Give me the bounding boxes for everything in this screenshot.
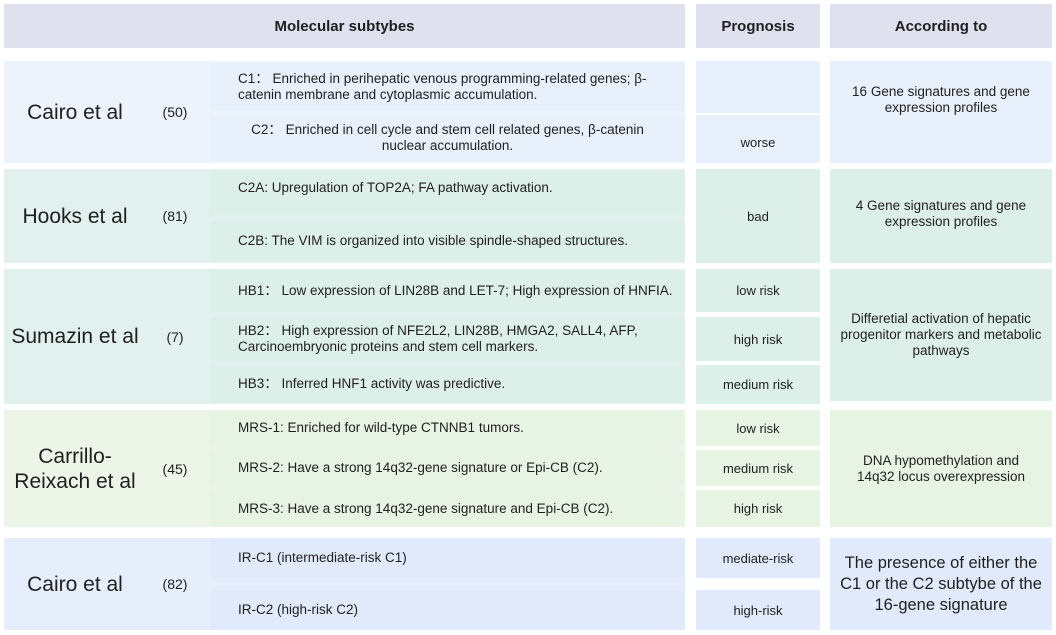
- prognosis-text: low risk: [736, 420, 780, 436]
- reference-cell: (45): [146, 410, 204, 527]
- subtype-text: C2A: Upregulation of TOP2A; FA pathway a…: [238, 180, 553, 195]
- subtype-cell: HB2： High expression of NFE2L2, LIN28B, …: [210, 317, 685, 361]
- prognosis-text: worse: [740, 134, 776, 150]
- author-cell: Sumazin et al: [4, 269, 146, 404]
- subtype-cell: C2B: The VIM is organized into visible s…: [210, 221, 685, 261]
- author-name: Carrillo-Reixach et al: [14, 444, 136, 493]
- author-name: Hooks et al: [22, 204, 128, 228]
- header-molecular-subtypes: Molecular subtybes: [4, 4, 685, 48]
- prognosis-cell: medium risk: [696, 365, 820, 404]
- reference-number: (50): [162, 104, 188, 120]
- subtype-cell: C2： Enriched in cell cycle and stem cell…: [210, 115, 685, 161]
- header-according-to: According to: [830, 4, 1052, 48]
- subtype-cell: C2A: Upregulation of TOP2A; FA pathway a…: [210, 171, 685, 215]
- reference-number: (45): [162, 460, 188, 477]
- subtype-text: C2B: The VIM is organized into visible s…: [238, 233, 628, 248]
- prognosis-text: medium risk: [722, 460, 794, 476]
- subtype-cell: IR-C1 (intermediate-risk C1): [210, 538, 685, 578]
- according-cell: 4 Gene signatures and gene expression pr…: [830, 169, 1052, 263]
- reference-cell: (50): [146, 61, 204, 163]
- subtype-text: HB3： Inferred HNF1 activity was predicti…: [238, 376, 506, 391]
- author-cell: Hooks et al: [4, 169, 146, 263]
- according-text: DNA hypomethylation and 14q32 locus over…: [856, 452, 1026, 484]
- according-cell: 16 Gene signatures and gene expression p…: [830, 61, 1052, 163]
- header-prognosis: Prognosis: [696, 4, 820, 48]
- subtype-text: C1： Enriched in perihepatic venous progr…: [238, 71, 647, 102]
- reference-cell: (82): [146, 538, 204, 630]
- according-cell: The presence of either the C1 or the C2 …: [830, 538, 1052, 630]
- author-cell: Carrillo-Reixach et al: [4, 410, 146, 527]
- reference-number: (7): [166, 328, 184, 345]
- prognosis-cell: low risk: [696, 269, 820, 312]
- subtype-cell: IR-C2 (high-risk C2): [210, 590, 685, 630]
- prognosis-cell: mediate-risk: [696, 538, 820, 578]
- subtype-text: MRS-3: Have a strong 14q32-gene signatur…: [238, 500, 614, 516]
- prognosis-text: high risk: [733, 501, 783, 516]
- prognosis-cell: low risk: [696, 410, 820, 446]
- reference-cell: (7): [146, 269, 204, 404]
- author-name: Cairo et al: [27, 100, 123, 124]
- subtype-cell: MRS-1: Enriched for wild-type CTNNB1 tum…: [210, 410, 685, 446]
- author-cell: Cairo et al: [4, 61, 146, 163]
- author-name: Sumazin et al: [11, 325, 139, 348]
- according-cell: DNA hypomethylation and 14q32 locus over…: [830, 410, 1052, 527]
- reference-cell: (81): [146, 169, 204, 263]
- author-name: Cairo et al: [27, 572, 123, 596]
- header-label: According to: [894, 17, 988, 35]
- prognosis-cell: high risk: [696, 490, 820, 527]
- prognosis-cell: medium risk: [696, 450, 820, 486]
- subtype-cell: MRS-3: Have a strong 14q32-gene signatur…: [210, 490, 685, 527]
- header-label: Prognosis: [721, 17, 795, 35]
- prognosis-text: high risk: [733, 331, 783, 347]
- prognosis-cell: high risk: [696, 317, 820, 361]
- prognosis-text: medium risk: [722, 377, 794, 392]
- prognosis-cell: [696, 61, 820, 113]
- prognosis-text: bad: [747, 208, 769, 224]
- subtype-text: MRS-1: Enriched for wild-type CTNNB1 tum…: [238, 420, 524, 435]
- subtype-cell: HB1： Low expression of LIN28B and LET-7;…: [210, 270, 685, 312]
- subtype-cell: C1： Enriched in perihepatic venous progr…: [210, 63, 685, 111]
- prognosis-cell: worse: [696, 115, 820, 163]
- subtype-text: HB2： High expression of NFE2L2, LIN28B, …: [238, 323, 638, 354]
- according-text: 16 Gene signatures and gene expression p…: [852, 84, 1030, 115]
- according-text: The presence of either the C1 or the C2 …: [840, 553, 1042, 614]
- subtype-cell: MRS-2: Have a strong 14q32-gene signatur…: [210, 450, 685, 486]
- according-text: 4 Gene signatures and gene expression pr…: [855, 198, 1027, 229]
- prognosis-text: low risk: [736, 283, 780, 298]
- prognosis-cell: high-risk: [696, 590, 820, 630]
- subtype-text: C2： Enriched in cell cycle and stem cell…: [251, 122, 644, 153]
- subtype-text: IR-C2 (high-risk C2): [238, 602, 359, 617]
- prognosis-cell: bad: [696, 169, 820, 263]
- according-cell: Differetial activation of hepatic progen…: [830, 269, 1052, 401]
- according-text: Differetial activation of hepatic progen…: [840, 311, 1042, 358]
- subtype-cell: HB3： Inferred HNF1 activity was predicti…: [210, 365, 685, 403]
- subtype-text: IR-C1 (intermediate-risk C1): [238, 550, 407, 565]
- subtype-text: HB1： Low expression of LIN28B and LET-7;…: [238, 283, 673, 298]
- reference-number: (82): [162, 576, 188, 592]
- reference-number: (81): [162, 208, 188, 224]
- prognosis-text: high-risk: [733, 602, 783, 618]
- header-label: Molecular subtybes: [274, 17, 415, 35]
- subtype-text: MRS-2: Have a strong 14q32-gene signatur…: [238, 460, 603, 475]
- prognosis-text: mediate-risk: [722, 550, 794, 566]
- author-cell: Cairo et al: [4, 538, 146, 630]
